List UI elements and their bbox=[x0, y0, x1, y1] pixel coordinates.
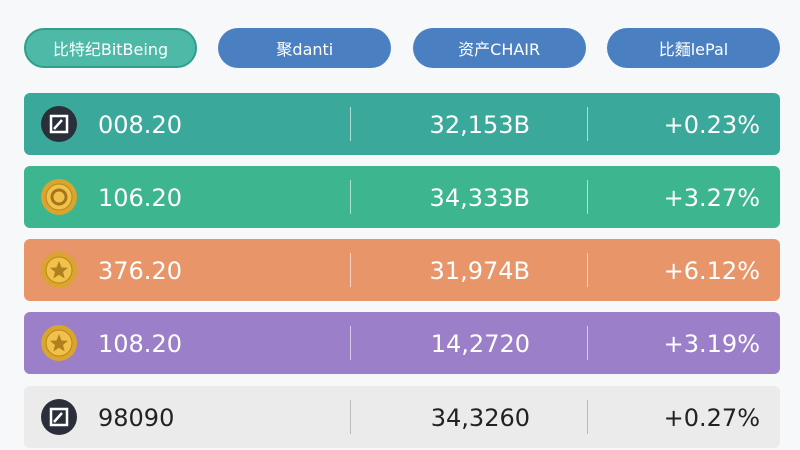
change: +3.27% bbox=[663, 184, 760, 212]
coin-icon bbox=[41, 179, 77, 215]
list-row[interactable]: 008.20 32,153B +0.23% bbox=[24, 93, 780, 155]
list-row[interactable]: 108.20 14,2720 +3.19% bbox=[24, 312, 780, 374]
price: 108.20 bbox=[98, 330, 182, 358]
divider bbox=[350, 326, 351, 360]
tab[interactable]: 聚danti bbox=[218, 28, 392, 68]
coin-icon bbox=[41, 325, 77, 361]
price: 376.20 bbox=[98, 257, 182, 285]
divider bbox=[350, 107, 351, 141]
tab-bar: 比特纪BitBeing 聚danti 资产CHAIR 比麵lePal bbox=[24, 28, 780, 68]
divider bbox=[587, 107, 588, 141]
divider bbox=[587, 253, 588, 287]
coin-icon bbox=[41, 106, 77, 142]
price: 98090 bbox=[98, 404, 175, 432]
change: +0.23% bbox=[663, 111, 760, 139]
volume: 14,2720 bbox=[430, 330, 530, 358]
divider bbox=[350, 253, 351, 287]
divider bbox=[350, 400, 351, 434]
volume: 34,333B bbox=[429, 184, 530, 212]
price: 008.20 bbox=[98, 111, 182, 139]
coin-icon bbox=[41, 252, 77, 288]
change: +0.27% bbox=[663, 404, 760, 432]
list-row[interactable]: 376.20 31,974B +6.12% bbox=[24, 239, 780, 301]
tab[interactable]: 比特纪BitBeing bbox=[24, 28, 197, 68]
volume: 32,153B bbox=[429, 111, 530, 139]
list-row[interactable]: 98090 34,3260 +0.27% bbox=[24, 386, 780, 448]
divider bbox=[350, 180, 351, 214]
tab[interactable]: 比麵lePal bbox=[606, 28, 780, 68]
change: +3.19% bbox=[663, 330, 760, 358]
list-row[interactable]: 106.20 34,333B +3.27% bbox=[24, 166, 780, 228]
coin-icon bbox=[41, 399, 77, 435]
divider bbox=[587, 400, 588, 434]
tab[interactable]: 资产CHAIR bbox=[412, 28, 586, 68]
volume: 31,974B bbox=[429, 257, 530, 285]
change: +6.12% bbox=[663, 257, 760, 285]
price: 106.20 bbox=[98, 184, 182, 212]
volume: 34,3260 bbox=[430, 404, 530, 432]
divider bbox=[587, 180, 588, 214]
divider bbox=[587, 326, 588, 360]
